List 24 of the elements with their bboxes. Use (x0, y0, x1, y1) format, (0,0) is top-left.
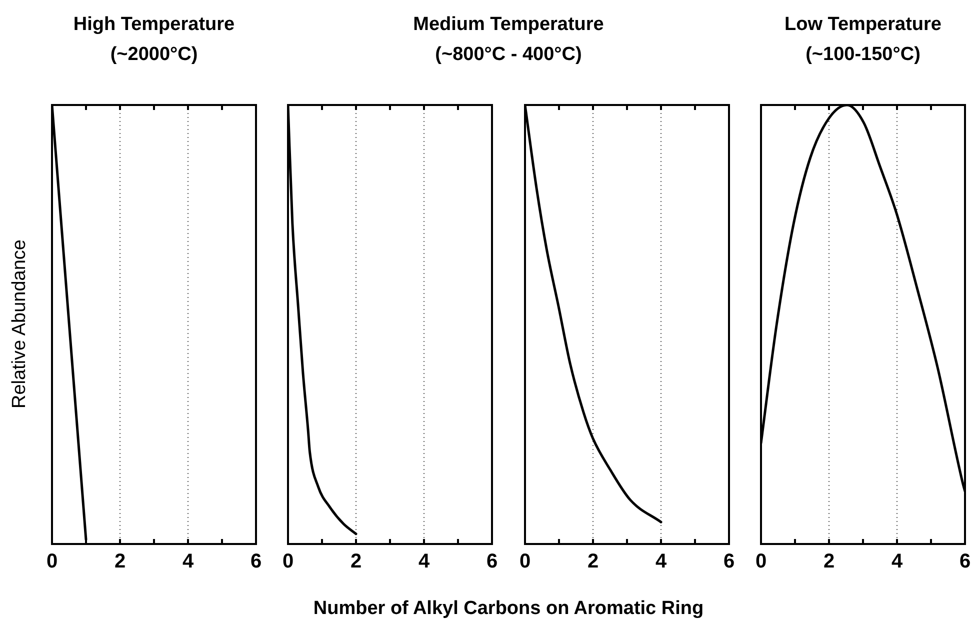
x-tick-label: 4 (182, 550, 194, 573)
chart-title: Medium Temperature (412, 14, 605, 36)
x-tick-label: 2 (587, 550, 599, 573)
chart-title: Low Temperature (784, 14, 942, 36)
x-tick-label: 2 (823, 550, 835, 573)
x-tick-label: 0 (282, 550, 294, 573)
x-tick-label: 2 (350, 550, 362, 573)
x-tick-label: 6 (250, 550, 262, 573)
x-tick-label: 2 (114, 550, 126, 573)
x-tick-label: 6 (959, 550, 971, 573)
chart-subtitle: (~2000°C) (109, 44, 199, 66)
x-tick-label: 0 (755, 550, 767, 573)
chart-subtitle: (~100-150°C) (804, 44, 922, 66)
x-tick-label: 6 (486, 550, 498, 573)
x-tick-label: 4 (418, 550, 430, 573)
x-tick-label: 4 (655, 550, 668, 573)
x-tick-label: 0 (46, 550, 58, 573)
y-axis-title: Relative Abundance (9, 238, 31, 410)
chart-subtitle: (~800°C - 400°C) (434, 44, 583, 66)
x-axis-title: Number of Alkyl Carbons on Aromatic Ring (312, 598, 705, 620)
chart-title: High Temperature (72, 14, 236, 36)
x-tick-label: 0 (519, 550, 531, 573)
x-tick-label: 6 (723, 550, 735, 573)
x-tick-label: 4 (891, 550, 904, 573)
